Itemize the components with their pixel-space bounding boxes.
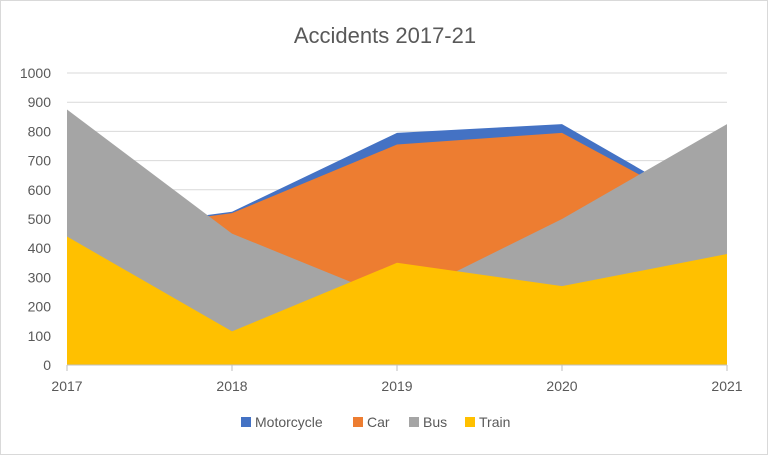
y-tick-label-800: 800	[28, 123, 52, 139]
legend: Motorcycle Car Bus Train	[241, 414, 510, 430]
y-tick-label-0: 0	[43, 357, 51, 373]
y-tick-label-200: 200	[28, 299, 52, 315]
y-tick-label-900: 900	[28, 94, 52, 110]
legend-swatch-motorcycle	[241, 417, 251, 427]
chart-title: Accidents 2017-21	[294, 23, 476, 48]
legend-swatch-train	[465, 417, 475, 427]
legend-item-train: Train	[465, 414, 510, 430]
legend-label-bus: Bus	[423, 414, 447, 430]
legend-item-motorcycle: Motorcycle	[241, 414, 323, 430]
y-tick-label-600: 600	[28, 182, 52, 198]
legend-swatch-car	[353, 417, 363, 427]
x-tick-label-2021: 2021	[711, 378, 742, 394]
x-tick-label-2020: 2020	[546, 378, 577, 394]
x-tick-label-2017: 2017	[51, 378, 82, 394]
legend-item-car: Car	[353, 414, 390, 430]
y-tick-label-300: 300	[28, 269, 52, 285]
area-train	[67, 236, 727, 365]
plot-areas	[67, 109, 727, 365]
legend-swatch-bus	[409, 417, 419, 427]
y-tick-label-1000: 1000	[20, 65, 51, 81]
y-tick-label-700: 700	[28, 153, 52, 169]
x-tick-label-2019: 2019	[381, 378, 412, 394]
legend-label-car: Car	[367, 414, 390, 430]
legend-label-motorcycle: Motorcycle	[255, 414, 323, 430]
y-tick-label-400: 400	[28, 240, 52, 256]
legend-item-bus: Bus	[409, 414, 447, 430]
legend-label-train: Train	[479, 414, 510, 430]
y-tick-label-500: 500	[28, 211, 52, 227]
x-tick-label-2018: 2018	[216, 378, 247, 394]
y-tick-label-100: 100	[28, 328, 52, 344]
axes: 0 100 200 300 400 500 600 700 800 900 1000 2017 2018…	[20, 65, 743, 394]
